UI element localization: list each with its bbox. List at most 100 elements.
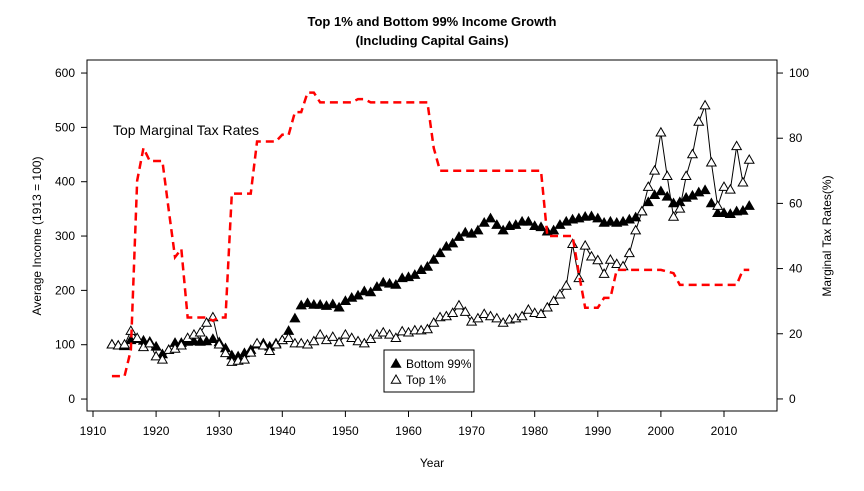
marker (238, 353, 251, 364)
marker (131, 332, 143, 342)
marker (554, 288, 566, 299)
x-tick-label: 2010 (711, 424, 738, 438)
marker (421, 261, 434, 271)
marker (743, 153, 755, 164)
marker (352, 335, 364, 346)
marker (484, 212, 497, 223)
legend-label: Bottom 99% (406, 357, 472, 371)
marker (150, 350, 162, 361)
marker (642, 196, 654, 207)
marker (636, 205, 648, 216)
marker (699, 99, 711, 110)
marker (264, 345, 276, 355)
marker (144, 337, 156, 348)
marker (680, 170, 692, 181)
marker (655, 126, 667, 137)
y-tick-label: 600 (55, 66, 75, 80)
y2-tick-label: 100 (789, 66, 809, 80)
marker (712, 200, 724, 210)
marker (459, 226, 471, 237)
marker (535, 221, 547, 232)
y2-tick-label: 40 (789, 262, 803, 276)
y-tick-label: 500 (55, 120, 75, 134)
marker (200, 316, 213, 327)
marker (522, 215, 534, 226)
marker (377, 326, 389, 337)
x-tick-label: 1960 (395, 424, 422, 438)
marker (718, 207, 730, 217)
marker (516, 310, 528, 321)
marker (648, 164, 661, 175)
y-tick-label: 100 (55, 338, 75, 352)
marker (705, 156, 717, 167)
y2-tick-label: 0 (789, 392, 796, 406)
marker (396, 325, 408, 336)
marker (314, 299, 326, 309)
marker (548, 224, 560, 235)
marker (346, 332, 358, 342)
marker (472, 224, 484, 235)
marker (535, 308, 547, 319)
legend-marker (390, 373, 402, 384)
y2-axis-label: Marginal Tax Rates(%) (820, 175, 834, 296)
marker (175, 339, 187, 350)
marker (491, 219, 503, 229)
marker (484, 310, 497, 321)
marker (667, 211, 680, 221)
marker (434, 247, 446, 258)
x-tick-label: 1920 (143, 424, 170, 438)
marker (642, 181, 654, 191)
marker (743, 200, 755, 210)
marker (428, 253, 440, 264)
chart-subtitle: (Including Capital Gains) (355, 33, 508, 48)
x-axis-label: Year (420, 456, 444, 470)
y-tick-label: 200 (55, 283, 75, 297)
legend-marker (390, 357, 402, 368)
marker (327, 331, 339, 341)
marker (705, 197, 717, 208)
marker (459, 306, 471, 316)
marker (409, 269, 421, 279)
marker (377, 276, 389, 287)
x-tick-label: 1940 (269, 424, 296, 438)
marker (623, 247, 635, 258)
marker (579, 239, 591, 250)
marker (630, 211, 642, 222)
legend-box (383, 349, 475, 393)
y-tick-label: 300 (55, 229, 75, 243)
marker (699, 184, 711, 195)
marker (383, 328, 396, 339)
marker (724, 183, 736, 194)
marker (604, 253, 617, 264)
marker (592, 254, 604, 265)
marker (333, 301, 345, 312)
marker (674, 202, 686, 213)
marker (365, 286, 377, 297)
legend-label: Top 1% (406, 373, 446, 387)
marker (548, 295, 560, 305)
marker (383, 277, 396, 288)
marker (314, 328, 326, 339)
marker (655, 185, 667, 196)
marker (529, 220, 541, 231)
marker (598, 268, 610, 278)
marker (491, 312, 503, 323)
marker (630, 224, 642, 235)
marker (737, 205, 749, 215)
x-tick-label: 1910 (80, 424, 107, 438)
marker (106, 338, 118, 349)
marker (289, 312, 301, 323)
marker (358, 285, 370, 296)
marker (661, 170, 673, 181)
marker (541, 301, 553, 312)
y2-tick-label: 20 (789, 327, 803, 341)
x-tick-label: 1980 (521, 424, 548, 438)
marker (421, 323, 434, 334)
marker (604, 215, 617, 226)
marker (428, 316, 440, 327)
marker (194, 326, 206, 337)
marker (245, 346, 257, 357)
marker (390, 332, 402, 342)
